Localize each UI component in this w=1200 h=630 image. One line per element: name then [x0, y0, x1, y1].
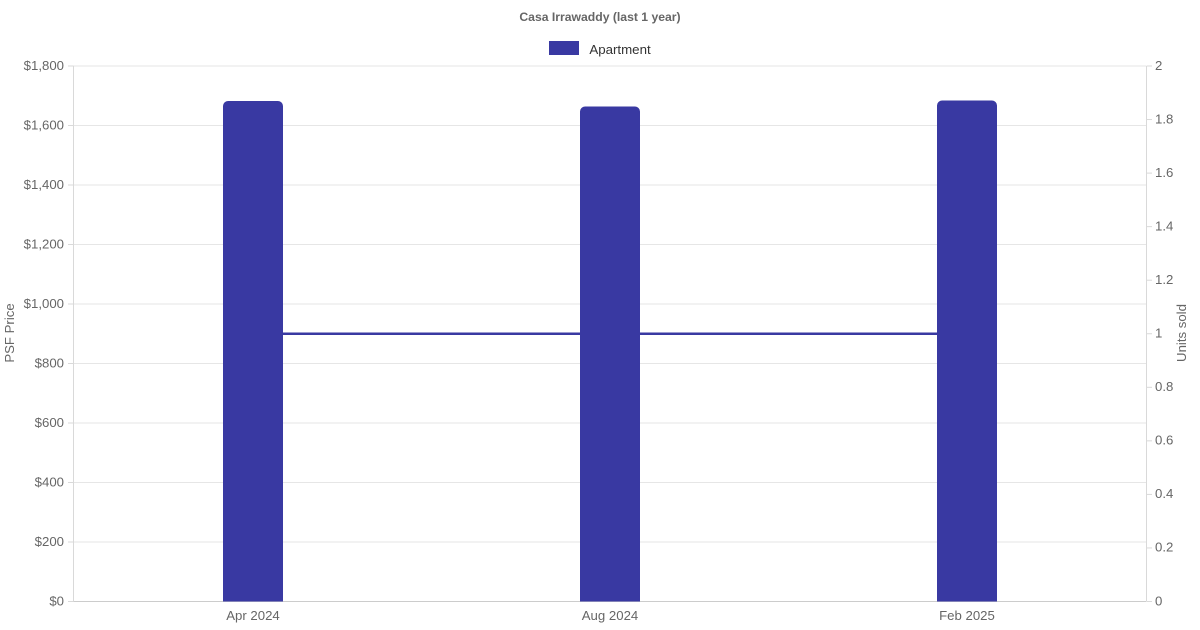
svg-text:Apr 2024: Apr 2024: [226, 608, 280, 623]
svg-text:1.2: 1.2: [1155, 272, 1173, 287]
svg-text:$1,000: $1,000: [24, 296, 64, 311]
svg-text:0.4: 0.4: [1155, 486, 1173, 501]
svg-text:$600: $600: [35, 415, 64, 430]
svg-text:$200: $200: [35, 534, 64, 549]
svg-text:$800: $800: [35, 356, 64, 371]
svg-text:1.6: 1.6: [1155, 165, 1173, 180]
svg-text:Units sold: Units sold: [1174, 304, 1189, 362]
svg-text:$1,800: $1,800: [24, 58, 64, 73]
svg-text:0.2: 0.2: [1155, 540, 1173, 555]
svg-text:0: 0: [1155, 594, 1162, 609]
svg-text:1: 1: [1155, 326, 1162, 341]
svg-text:2: 2: [1155, 58, 1162, 73]
svg-text:0.6: 0.6: [1155, 433, 1173, 448]
svg-text:Aug 2024: Aug 2024: [582, 608, 638, 623]
svg-text:$1,400: $1,400: [24, 177, 64, 192]
svg-text:$0: $0: [49, 594, 64, 609]
svg-text:$1,600: $1,600: [24, 118, 64, 133]
svg-text:0.8: 0.8: [1155, 379, 1173, 394]
svg-text:$1,200: $1,200: [24, 237, 64, 252]
svg-text:$400: $400: [35, 475, 64, 490]
svg-text:1.8: 1.8: [1155, 112, 1173, 127]
svg-text:Feb 2025: Feb 2025: [939, 608, 995, 623]
svg-text:1.4: 1.4: [1155, 219, 1173, 234]
svg-text:PSF Price: PSF Price: [2, 303, 17, 362]
